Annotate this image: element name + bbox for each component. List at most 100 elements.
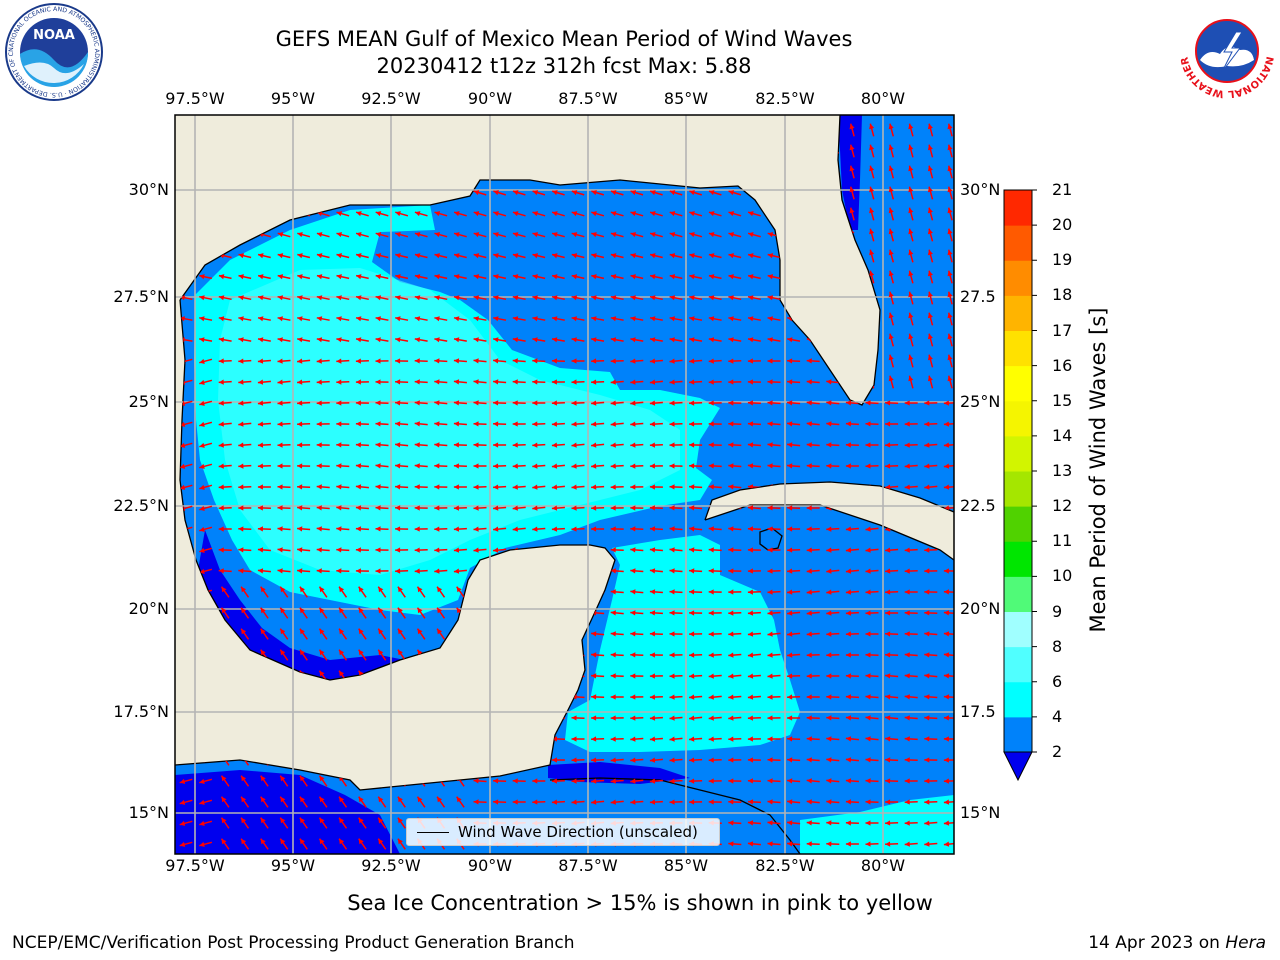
wave-direction-arrow [908,291,914,305]
colorbar-tick-label: 17 [1052,320,1073,340]
wave-direction-arrow [787,442,801,448]
wave-direction-arrow [728,820,742,826]
wave-direction-arrow [747,547,761,553]
wave-direction-arrow [669,337,683,343]
wave-direction-arrow [297,547,311,553]
wave-direction-arrow [630,568,644,574]
colorbar-tick-label: 16 [1052,355,1073,375]
wave-direction-arrow [649,253,663,259]
wave-direction-arrow [826,841,840,847]
wave-direction-arrow [551,190,565,196]
wave-direction-arrow [434,358,448,364]
wave-direction-arrow [179,841,193,847]
wave-direction-arrow [943,736,954,742]
wave-direction-arrow [375,484,389,490]
wave-direction-arrow [806,652,820,658]
wave-direction-arrow [787,736,801,742]
wave-direction-arrow [927,291,934,305]
colorbar-tick-label: 15 [1052,390,1073,410]
wave-direction-arrow [943,820,954,826]
wave-direction-arrow [414,526,428,532]
wave-direction-arrow [199,799,213,805]
wave-direction-arrow [532,190,546,196]
wave-direction-arrow [728,400,742,406]
wave-direction-arrow [826,547,840,553]
wave-direction-arrow [728,295,742,301]
wave-direction-arrow [395,358,409,364]
wave-direction-arrow [728,547,742,553]
wave-direction-arrow [806,673,820,679]
wave-direction-arrow [747,337,761,343]
wave-direction-arrow [747,715,761,721]
wave-direction-arrow [947,249,953,263]
wave-direction-arrow [908,123,914,137]
wave-direction-arrow [747,211,761,217]
wave-direction-arrow [512,316,526,322]
colorbar-tick-label: 6 [1052,671,1063,691]
wave-direction-arrow [414,337,428,343]
wave-direction-arrow [649,379,663,385]
wave-direction-arrow [473,190,487,196]
wave-direction-arrow [257,526,271,532]
wave-direction-arrow [571,736,585,742]
wave-direction-arrow [767,253,781,259]
wave-direction-arrow [885,568,899,574]
wave-direction-arrow [865,547,879,553]
wave-direction-arrow [453,463,467,469]
wave-direction-arrow [532,274,546,280]
wave-direction-arrow [904,757,918,763]
wave-direction-arrow [434,421,448,427]
wave-direction-arrow [888,123,895,137]
wave-direction-arrow [493,484,507,490]
wave-direction-arrow [888,270,895,284]
wave-direction-arrow [551,379,565,385]
wave-direction-arrow [649,442,663,448]
wave-direction-arrow [947,312,953,326]
wave-direction-arrow [630,421,644,427]
wave-direction-arrow [767,778,781,784]
wave-direction-arrow [355,337,369,343]
wave-direction-arrow [297,442,311,448]
wave-direction-arrow [260,628,269,640]
wave-direction-arrow [610,253,624,259]
wave-direction-arrow [610,379,624,385]
wave-direction-arrow [297,568,311,574]
wave-direction-arrow [316,400,330,406]
axis-tick-label: 17.5 [960,702,996,721]
wave-direction-arrow [927,270,934,284]
wave-direction-arrow [512,442,526,448]
wave-direction-arrow [885,799,899,805]
wave-direction-arrow [238,568,252,574]
wave-direction-arrow [395,400,409,406]
wave-direction-arrow [238,442,252,448]
wave-direction-arrow [277,421,291,427]
legend-line-swatch [417,832,449,833]
wave-direction-arrow [927,333,934,347]
map-frame [174,114,955,855]
sea-ice-note: Sea Ice Concentration > 15% is shown in … [347,891,933,915]
wave-direction-arrow [336,400,350,406]
wave-direction-arrow [591,736,605,742]
wave-direction-arrow [199,484,213,490]
wave-direction-arrow [865,715,879,721]
wave-direction-arrow [218,358,232,364]
wave-direction-arrow [728,778,742,784]
wave-direction-arrow [943,568,954,574]
wave-direction-arrow [257,379,271,385]
axis-tick-label: 30°N [960,180,1001,199]
wave-direction-arrow [316,253,330,259]
wave-direction-arrow [336,484,350,490]
wave-direction-arrow [512,400,526,406]
wave-direction-arrow [610,757,624,763]
axis-tick-label: 27.5°N [113,287,169,306]
colorbar-segment [1004,400,1032,437]
wave-direction-arrow [512,463,526,469]
wave-direction-arrow [240,817,250,829]
wave-direction-arrow [845,547,859,553]
wave-direction-arrow [806,526,820,532]
wave-direction-arrow [747,232,761,238]
wave-direction-arrow [888,354,895,368]
wave-direction-arrow [885,547,899,553]
wave-direction-arrow [747,463,761,469]
wave-direction-arrow [336,505,350,511]
